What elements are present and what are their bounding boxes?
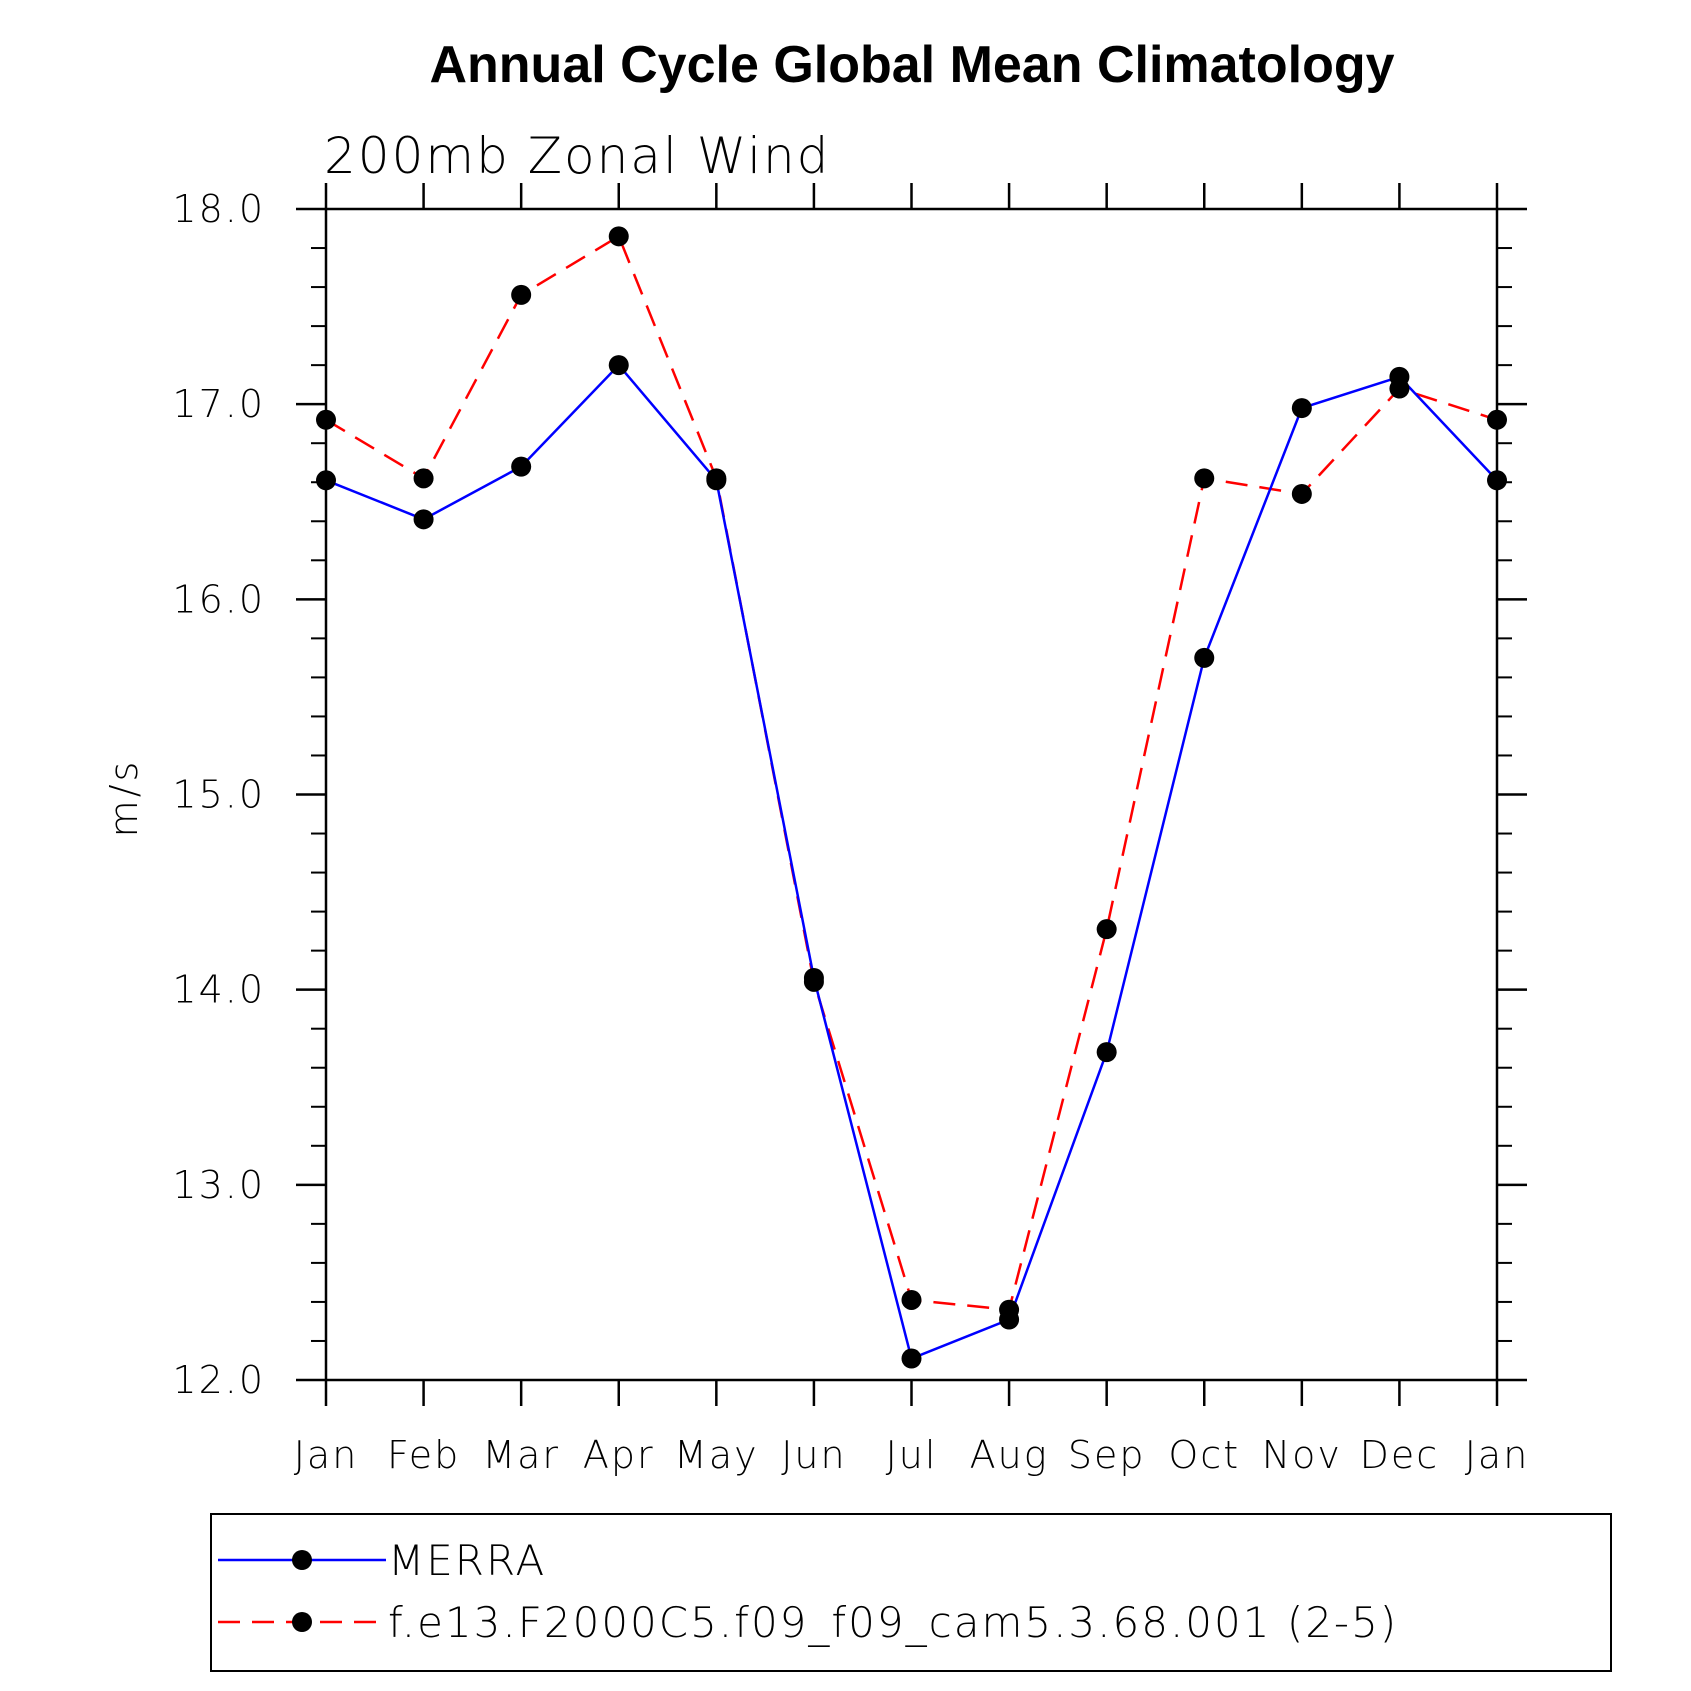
series-point-0 [608, 355, 629, 376]
series-point-1 [1096, 919, 1117, 940]
legend-marker-1 [292, 1612, 312, 1632]
series-point-0 [316, 470, 336, 491]
x-tick-label: Jan [1465, 1433, 1530, 1477]
series-point-1 [511, 284, 532, 305]
series-point-0 [999, 1309, 1020, 1330]
x-tick-label: Feb [387, 1433, 460, 1477]
plot-axes: Jan Feb Mar Apr May Jun Jul Aug Sep Oct Nov Dec Jan 1… [172, 183, 1530, 1477]
x-tick-label: May [674, 1433, 759, 1477]
series-point-1 [1487, 409, 1507, 430]
series-point-1 [316, 409, 336, 430]
chart-subtitle: 200mb Zonal Wind [324, 127, 830, 185]
y-tick-label: 17.0 [172, 382, 265, 426]
series-line-1 [325, 234, 1498, 1312]
series-point-1 [1194, 468, 1215, 489]
series-point-0 [511, 456, 532, 477]
y-tick-label: 13.0 [172, 1163, 265, 1207]
plot-frame [324, 207, 1499, 1382]
legend-label-0: MERRA [388, 1536, 546, 1585]
series-point-0 [901, 1348, 922, 1369]
x-tick-label: Jun [781, 1433, 846, 1477]
y-tick-label: 18.0 [172, 187, 265, 231]
x-tick-label: Sep [1068, 1433, 1146, 1477]
x-tick-label: Nov [1262, 1433, 1342, 1477]
y-axis-label: m/s [102, 759, 146, 838]
legend-marker-0 [292, 1550, 312, 1570]
legend: MERRA f.e13.F2000C5.f09_f09_cam5.3.68.001… [210, 1513, 1612, 1672]
series-point-0 [1194, 647, 1215, 668]
series-layer [316, 226, 1507, 1369]
series-point-1 [413, 468, 434, 489]
y-tick-label: 12.0 [172, 1358, 265, 1402]
x-tick-label: Mar [482, 1433, 560, 1477]
x-tick-label: Dec [1360, 1433, 1440, 1477]
series-point-0 [706, 470, 727, 491]
series-line-0 [325, 363, 1498, 1361]
series-point-0 [1487, 470, 1507, 491]
x-tick-label: Jul [886, 1433, 938, 1477]
y-tick-label: 14.0 [172, 968, 265, 1012]
series-point-1 [901, 1289, 922, 1310]
x-tick-label: Aug [970, 1433, 1049, 1477]
x-tick-label: Apr [583, 1433, 655, 1477]
legend-box [210, 1513, 1612, 1672]
series-point-1 [1291, 483, 1312, 504]
x-tick-label: Jan [294, 1433, 359, 1477]
series-point-0 [1291, 398, 1312, 419]
y-tick-label: 15.0 [172, 773, 265, 817]
y-tick-label: 16.0 [172, 577, 265, 621]
series-point-0 [803, 967, 824, 988]
x-tick-label: Oct [1168, 1433, 1240, 1477]
legend-label-1: f.e13.F2000C5.f09_f09_cam5.3.68.001 (2-5… [388, 1598, 1398, 1647]
series-point-0 [413, 509, 434, 530]
series-point-0 [1096, 1042, 1117, 1063]
chart-title: Annual Cycle Global Mean Climatology [429, 36, 1394, 94]
series-point-1 [608, 226, 629, 247]
series-point-0 [1389, 366, 1410, 387]
